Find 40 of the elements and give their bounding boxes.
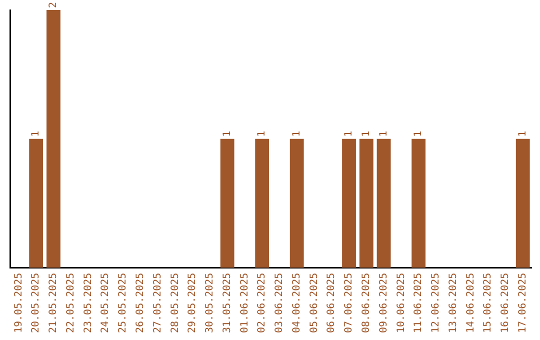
x-tick-label: 16.06.2025	[500, 272, 512, 334]
x-tick-label: 02.06.2025	[256, 272, 268, 334]
data-label: 2	[48, 2, 60, 8]
x-tick-label: 24.05.2025	[100, 272, 112, 334]
data-label: 1	[413, 130, 424, 137]
x-tick-label: 26.05.2025	[134, 272, 146, 334]
x-tick-label: 13.06.2025	[448, 272, 459, 334]
x-tick-label: 12.06.2025	[430, 272, 442, 334]
x-tick-label: 04.06.2025	[291, 272, 302, 334]
x-tick-label: 21.05.2025	[48, 272, 60, 334]
x-tick-label: 10.06.2025	[396, 272, 407, 334]
x-tick-label: 11.06.2025	[413, 272, 424, 334]
x-tick-label: 22.05.2025	[65, 272, 76, 334]
x-tick-label: 07.06.2025	[344, 272, 355, 334]
x-tick-label: 20.05.2025	[30, 272, 42, 334]
x-tick-label: 28.05.2025	[170, 272, 181, 334]
x-tick-label: 25.05.2025	[118, 272, 129, 334]
x-tick-label: 31.05.2025	[222, 272, 233, 334]
x-tick-label: 19.05.2025	[13, 272, 24, 334]
x-tick-label: 23.05.2025	[82, 272, 94, 334]
x-tick-label: 17.06.2025	[517, 272, 528, 334]
x-tick-label: 09.06.2025	[378, 272, 390, 334]
data-label: 1	[30, 130, 42, 137]
x-tick-label: 30.05.2025	[204, 272, 216, 334]
data-label: 1	[256, 130, 268, 137]
x-tick-label: 15.06.2025	[482, 272, 494, 334]
x-tick-label: 05.06.2025	[308, 272, 320, 334]
x-tick-label: 01.06.2025	[239, 272, 250, 334]
data-label: 1	[344, 130, 355, 137]
data-label: 1	[291, 130, 302, 137]
x-tick-label: 14.06.2025	[465, 272, 476, 334]
x-tick-label: 06.06.2025	[326, 272, 338, 334]
data-label: 1	[378, 130, 390, 137]
data-label: 1	[517, 130, 528, 137]
data-label: 1	[222, 130, 233, 137]
x-tick-label: 08.06.2025	[360, 272, 372, 334]
x-tick-label: 29.05.2025	[187, 272, 198, 334]
data-label: 1	[360, 130, 372, 137]
x-tick-label: 03.06.2025	[274, 272, 286, 334]
x-tick-label: 27.05.2025	[152, 272, 164, 334]
